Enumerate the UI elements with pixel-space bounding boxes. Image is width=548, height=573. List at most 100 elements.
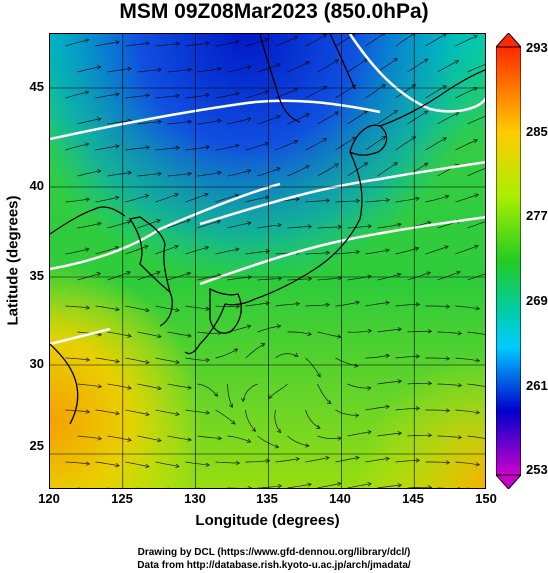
- streamline-arrowhead: [445, 460, 451, 465]
- streamline: [245, 343, 265, 359]
- streamline: [365, 406, 390, 411]
- streamline: [347, 383, 372, 389]
- streamline-arrowhead: [393, 58, 399, 63]
- streamline: [455, 409, 480, 414]
- streamline-arrowhead: [444, 245, 449, 250]
- streamline: [167, 487, 170, 488]
- streamline-arrowhead: [316, 424, 321, 429]
- streamline: [155, 193, 179, 203]
- streamline: [185, 146, 210, 151]
- streamline: [317, 435, 342, 439]
- streamline: [77, 435, 102, 440]
- streamline-arrowhead: [265, 249, 271, 254]
- streamline-arrowhead: [427, 328, 433, 334]
- streamline: [395, 84, 416, 99]
- streamline: [287, 483, 312, 488]
- streamline-arrowhead: [175, 145, 181, 151]
- streamline: [377, 484, 402, 488]
- streamline-arrowhead: [397, 222, 402, 227]
- streamline-arrowhead: [322, 86, 328, 91]
- streamline: [107, 68, 132, 73]
- streamline-arrowhead: [325, 455, 330, 461]
- streamline-arrowhead: [396, 272, 402, 278]
- streamline: [437, 487, 447, 488]
- streamline-arrowhead: [174, 193, 179, 198]
- streamline-arrowhead: [265, 301, 271, 306]
- streamline: [425, 245, 449, 255]
- streamline: [486, 410, 487, 414]
- streamline-arrowhead: [228, 403, 233, 409]
- streamline: [257, 278, 282, 281]
- streamline-arrowhead: [217, 435, 223, 441]
- streamline-arrowhead: [393, 162, 399, 167]
- streamline: [77, 487, 82, 488]
- streamline-arrowhead: [114, 245, 120, 251]
- map-title: MSM 09Z08Mar2023 (850.0hPa): [119, 0, 429, 23]
- streamline-arrowhead: [276, 115, 281, 120]
- streamline-arrowhead: [355, 455, 360, 461]
- streamline: [77, 222, 102, 229]
- streamline: [317, 331, 342, 338]
- streamline: [287, 331, 312, 335]
- streamline: [215, 40, 240, 47]
- streamline: [365, 355, 390, 359]
- streamline-arrowhead: [457, 383, 463, 388]
- streamline-arrowhead: [205, 41, 211, 46]
- streamline-arrowhead: [175, 307, 180, 313]
- streamline: [455, 139, 478, 151]
- streamline-arrowhead: [187, 119, 193, 124]
- streamline: [185, 94, 210, 99]
- streamline: [245, 90, 269, 99]
- streamline: [347, 225, 372, 229]
- streamline: [257, 435, 279, 448]
- x-tick-label: 150: [475, 491, 497, 506]
- streamline: [197, 383, 218, 397]
- streamline: [287, 113, 310, 125]
- streamline-arrowhead: [251, 427, 257, 432]
- streamline-arrowhead: [415, 354, 421, 359]
- streamline-arrowhead: [115, 411, 120, 416]
- streamline: [347, 483, 372, 488]
- streamline-arrowhead: [276, 63, 281, 68]
- streamline-arrowhead: [115, 92, 120, 97]
- streamline: [365, 199, 390, 203]
- colorbar-label: 285: [526, 124, 548, 139]
- streamline-arrowhead: [145, 41, 151, 46]
- streamline-arrowhead: [157, 119, 163, 124]
- streamline-arrowhead: [415, 196, 420, 201]
- streamline: [377, 162, 398, 177]
- streamline: [305, 200, 330, 203]
- y-tick-label: 45: [29, 79, 44, 94]
- streamline: [107, 120, 132, 125]
- streamline-arrowhead: [367, 224, 373, 229]
- streamline: [197, 67, 222, 73]
- y-axis-label: Latitude (degrees): [4, 195, 22, 326]
- streamline-arrowhead: [393, 110, 399, 115]
- streamline: [335, 457, 360, 463]
- streamline-arrowhead: [187, 333, 192, 338]
- streamline: [486, 358, 487, 362]
- streamline-arrowhead: [157, 333, 162, 339]
- streamline: [245, 409, 256, 432]
- streamline-arrowhead: [145, 307, 150, 313]
- streamline: [257, 485, 282, 488]
- y-tick-label: 35: [29, 268, 44, 283]
- streamline-arrowhead: [307, 482, 312, 487]
- streamline: [185, 193, 209, 203]
- streamline: [95, 461, 120, 467]
- streamline-arrowhead: [85, 409, 91, 414]
- colorbar-label: 261: [526, 378, 548, 393]
- streamline: [125, 357, 150, 364]
- streamline-arrowhead: [276, 428, 282, 434]
- streamline: [437, 271, 461, 281]
- streamline-arrowhead: [423, 58, 429, 63]
- streamline: [155, 147, 180, 151]
- streamline-arrowhead: [295, 197, 301, 202]
- colorbar-label: 253: [526, 462, 548, 477]
- streamline: [215, 409, 236, 425]
- streamline-arrowhead: [354, 413, 360, 418]
- streamline-arrowhead: [355, 198, 361, 204]
- streamline: [167, 272, 191, 281]
- streamline-arrowhead: [84, 90, 90, 95]
- streamline: [317, 383, 332, 404]
